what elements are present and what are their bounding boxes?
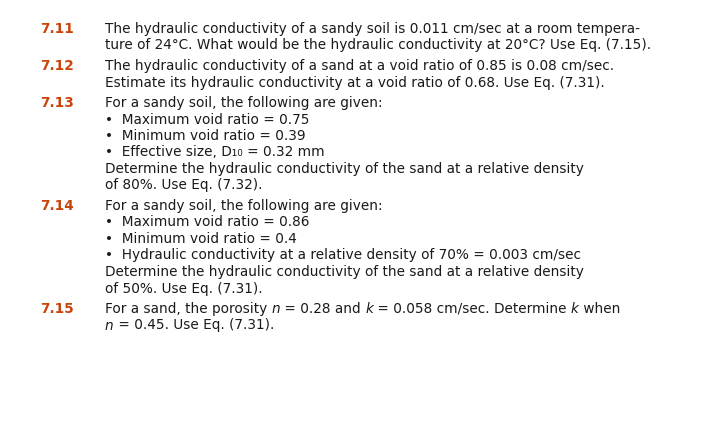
Text: For a sandy soil, the following are given:: For a sandy soil, the following are give… [105,96,382,110]
Text: n: n [271,301,280,315]
Text: 7.14: 7.14 [40,199,73,212]
Text: 7.12: 7.12 [40,59,73,73]
Text: 7.15: 7.15 [40,301,73,315]
Text: Estimate its hydraulic conductivity at a void ratio of 0.68. Use Eq. (7.31).: Estimate its hydraulic conductivity at a… [105,75,605,89]
Text: = 0.28 and: = 0.28 and [280,301,365,315]
Text: n: n [105,318,114,332]
Text: •  Hydraulic conductivity at a relative density of 70% = 0.003 cm/sec: • Hydraulic conductivity at a relative d… [105,248,581,262]
Text: 7.13: 7.13 [40,96,74,110]
Text: of 50%. Use Eq. (7.31).: of 50%. Use Eq. (7.31). [105,281,263,295]
Text: Determine the hydraulic conductivity of the sand at a relative density: Determine the hydraulic conductivity of … [105,162,584,175]
Text: Determine the hydraulic conductivity of the sand at a relative density: Determine the hydraulic conductivity of … [105,264,584,278]
Text: •  Minimum void ratio = 0.39: • Minimum void ratio = 0.39 [105,129,305,143]
Text: when: when [579,301,620,315]
Text: of 80%. Use Eq. (7.32).: of 80%. Use Eq. (7.32). [105,178,263,192]
Text: For a sand, the porosity: For a sand, the porosity [105,301,271,315]
Text: k: k [571,301,579,315]
Text: For a sandy soil, the following are given:: For a sandy soil, the following are give… [105,199,382,212]
Text: •  Minimum void ratio = 0.4: • Minimum void ratio = 0.4 [105,231,297,246]
Text: •  Maximum void ratio = 0.86: • Maximum void ratio = 0.86 [105,215,310,229]
Text: = 0.45. Use Eq. (7.31).: = 0.45. Use Eq. (7.31). [114,318,274,332]
Text: k: k [365,301,373,315]
Text: 7.11: 7.11 [40,22,74,36]
Text: = 0.058 cm/sec. Determine: = 0.058 cm/sec. Determine [373,301,571,315]
Text: The hydraulic conductivity of a sandy soil is 0.011 cm/sec at a room tempera-: The hydraulic conductivity of a sandy so… [105,22,640,36]
Text: •  Effective size, D₁₀ = 0.32 mm: • Effective size, D₁₀ = 0.32 mm [105,145,325,159]
Text: ture of 24°C. What would be the hydraulic conductivity at 20°C? Use Eq. (7.15).: ture of 24°C. What would be the hydrauli… [105,38,651,52]
Text: •  Maximum void ratio = 0.75: • Maximum void ratio = 0.75 [105,112,310,126]
Text: The hydraulic conductivity of a sand at a void ratio of 0.85 is 0.08 cm/sec.: The hydraulic conductivity of a sand at … [105,59,614,73]
